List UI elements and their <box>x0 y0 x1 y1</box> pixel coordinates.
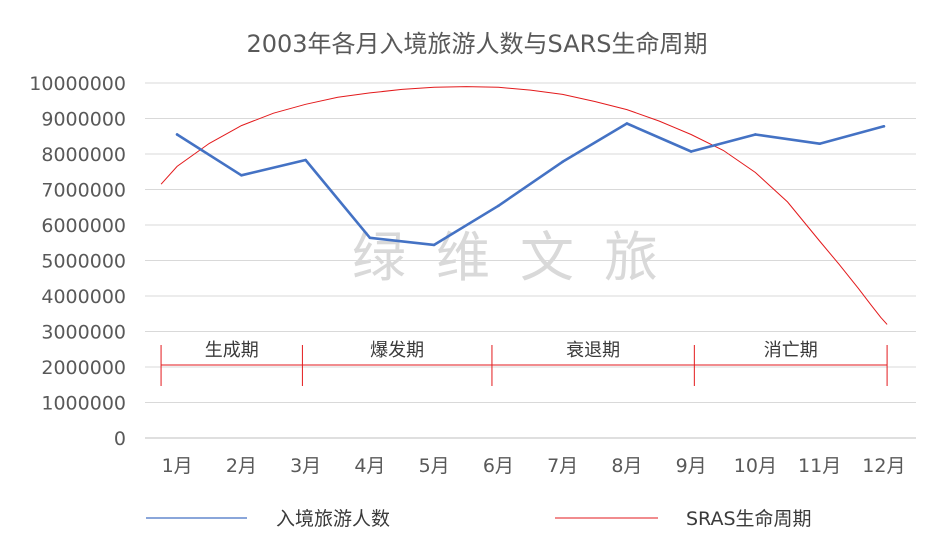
x-tick-label: 8月 <box>611 455 642 477</box>
data-point <box>175 133 179 136</box>
x-tick-label: 11月 <box>798 455 841 477</box>
y-tick-label: 7000000 <box>41 180 126 202</box>
data-point <box>497 204 500 208</box>
y-tick-label: 3000000 <box>41 322 126 344</box>
y-tick-label: 6000000 <box>41 215 126 237</box>
x-axis: 1月 2月 3月 4月 5月 6月 7月 8月 9月 10月 11月 12月 <box>162 455 906 477</box>
data-point <box>240 174 243 177</box>
chart-title: 2003年各月入境旅游人数与SARS生命周期 <box>246 30 707 58</box>
x-tick-label: 2月 <box>226 455 257 477</box>
phase-label: 爆发期 <box>370 340 424 361</box>
x-tick-label: 7月 <box>547 455 578 477</box>
y-tick-label: 5000000 <box>41 251 126 273</box>
data-point <box>368 236 372 240</box>
y-tick-label: 1000000 <box>41 393 126 415</box>
data-point <box>882 125 886 128</box>
series-layer <box>160 86 888 325</box>
x-tick-label: 1月 <box>162 455 193 477</box>
phase-label: 生成期 <box>205 340 259 361</box>
x-tick-label: 6月 <box>483 455 514 477</box>
x-tick-label: 3月 <box>290 455 321 477</box>
series-line-lifecycle <box>160 86 888 325</box>
watermark: 绿维文旅 <box>352 226 688 289</box>
grid <box>145 82 916 439</box>
y-tick-label: 0 <box>114 428 126 450</box>
x-tick-label: 5月 <box>419 455 450 477</box>
y-tick-label: 4000000 <box>41 286 126 308</box>
y-tick-label: 2000000 <box>41 357 126 379</box>
legend-label-lifecycle: SRAS生命周期 <box>686 508 812 530</box>
x-tick-label: 4月 <box>354 455 385 477</box>
phase-label: 衰退期 <box>566 340 620 361</box>
data-point <box>304 158 307 162</box>
data-point <box>561 160 564 164</box>
data-point <box>818 142 821 146</box>
y-tick-label: 10000000 <box>29 73 126 95</box>
phase-markers: 生成期 爆发期 衰退期 消亡期 <box>160 340 888 386</box>
data-point <box>432 243 436 247</box>
x-tick-label: 12月 <box>862 455 905 477</box>
series-line-arrivals <box>175 122 886 247</box>
legend-label-arrivals: 入境旅游人数 <box>276 508 390 530</box>
data-point <box>754 133 757 136</box>
y-tick-label: 9000000 <box>41 109 126 131</box>
data-point <box>625 122 629 125</box>
x-tick-label: 10月 <box>734 455 777 477</box>
x-tick-label: 9月 <box>676 455 707 477</box>
phase-label: 消亡期 <box>764 340 818 361</box>
y-axis: 0 1000000 2000000 3000000 4000000 5000000 6000… <box>29 73 126 450</box>
data-point <box>689 150 693 153</box>
legend: 入境旅游人数 SRAS生命周期 <box>146 508 812 530</box>
y-tick-label: 8000000 <box>41 144 126 166</box>
